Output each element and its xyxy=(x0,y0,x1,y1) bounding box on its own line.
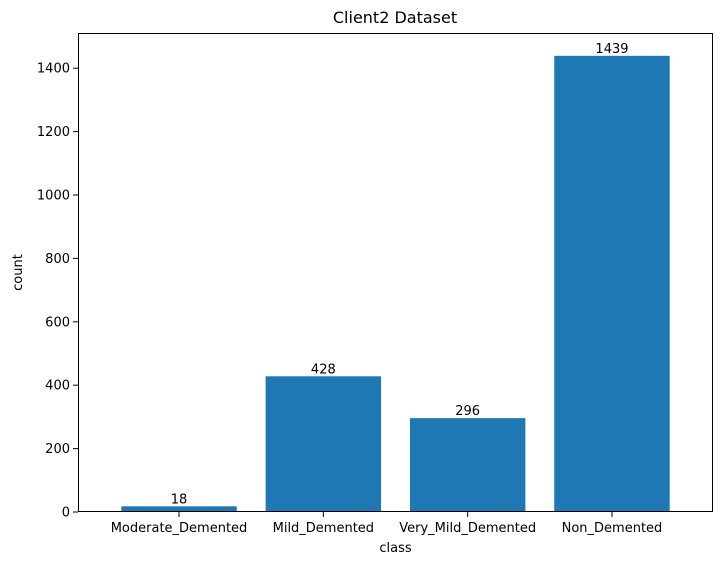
y-tick-label: 400 xyxy=(45,379,70,394)
bar-value-label: 18 xyxy=(171,492,188,507)
data-labels-group: 18 428 296 1439 xyxy=(171,42,629,507)
x-tick-label: Non_Demented xyxy=(562,521,663,536)
x-tick-label: Very_Mild_Demented xyxy=(399,521,536,536)
y-tick-label: 1200 xyxy=(37,125,70,140)
x-tick-label: Moderate_Demented xyxy=(111,521,248,536)
x-tick-label: Mild_Demented xyxy=(273,521,374,536)
bar-value-label: 428 xyxy=(311,362,336,377)
y-tick-label: 0 xyxy=(62,506,70,521)
bar-value-label: 296 xyxy=(455,404,480,419)
chart-title: Client2 Dataset xyxy=(333,8,457,27)
bar-very-mild-demented xyxy=(409,418,526,512)
bar-value-label: 1439 xyxy=(595,42,628,57)
bar-moderate-demented xyxy=(121,506,237,512)
bars-group xyxy=(121,55,670,513)
y-axis-ticks: 0 200 400 600 800 1000 1200 1400 xyxy=(37,62,78,521)
plot-frame xyxy=(78,33,713,512)
y-axis-label: count xyxy=(11,254,26,291)
x-axis-ticks: Moderate_Demented Mild_Demented Very_Mild_… xyxy=(111,512,663,536)
y-tick-label: 200 xyxy=(45,442,70,457)
y-tick-label: 1400 xyxy=(37,62,70,77)
y-tick-label: 1000 xyxy=(37,188,70,203)
bar-non-demented xyxy=(554,55,670,513)
x-axis-label: class xyxy=(379,541,411,556)
y-tick-label: 600 xyxy=(45,315,70,330)
bar-mild-demented xyxy=(265,376,382,512)
y-tick-label: 800 xyxy=(45,252,70,267)
